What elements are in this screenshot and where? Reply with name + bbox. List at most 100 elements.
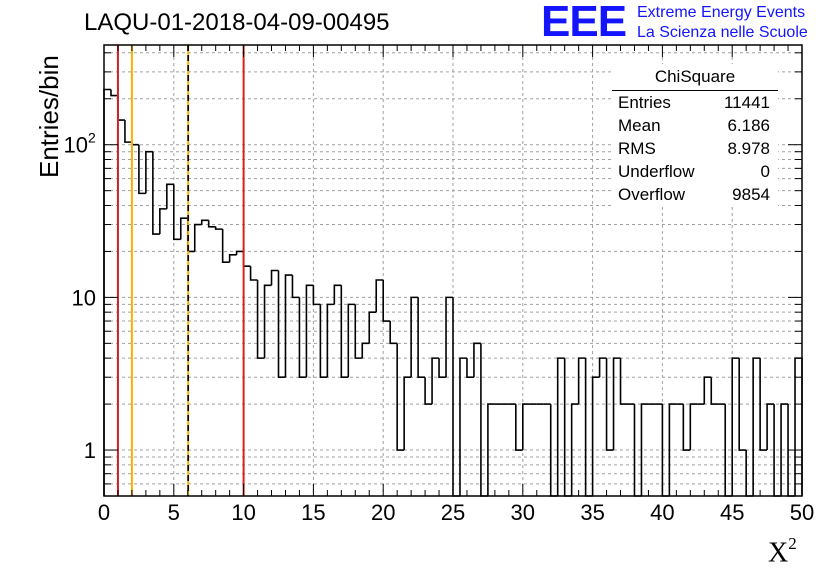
histogram-bin: [668, 403, 677, 496]
histogram-bin: [431, 357, 440, 405]
x-tick-label: 30: [511, 500, 535, 525]
histogram-bin: [214, 226, 223, 230]
histogram-bin: [270, 269, 279, 286]
x-axis-label: X2: [768, 534, 797, 569]
histogram-bin: [403, 376, 412, 451]
histogram-bin: [347, 303, 356, 378]
histogram-bin: [249, 266, 258, 281]
x-tick-label: 25: [441, 500, 465, 525]
histogram-bin: [480, 343, 488, 497]
histogram-bin: [612, 357, 621, 451]
histogram-bin: [319, 304, 328, 379]
histogram-bin: [333, 284, 342, 305]
histogram-bin: [110, 89, 118, 97]
histogram-bin: [298, 297, 307, 379]
logo-subtitle-line1: Extreme Energy Events: [637, 4, 806, 21]
x-tick-label: 0: [98, 500, 110, 525]
histogram-bin: [459, 357, 467, 496]
histogram-bin: [361, 342, 370, 359]
stats-label: RMS: [618, 139, 656, 158]
y-tick-label: 10: [64, 133, 88, 158]
histogram-bin: [179, 217, 188, 240]
histogram-bin: [263, 284, 272, 359]
histogram-bin: [605, 358, 614, 451]
stats-row: RMS 8.978: [612, 137, 778, 160]
histogram-bin: [556, 357, 565, 496]
histogram-bin: [584, 358, 593, 497]
histogram-bin: [417, 297, 426, 379]
histogram-bin: [619, 358, 628, 405]
histogram-bin: [410, 296, 419, 378]
x-tick-label: 15: [301, 500, 325, 525]
histogram-bin: [731, 357, 740, 496]
histogram-bin: [242, 251, 251, 268]
histogram-bin: [682, 404, 691, 451]
histogram-bin: [466, 358, 474, 379]
histogram-bin: [780, 403, 789, 496]
histogram-bin: [340, 285, 349, 379]
histogram-bin: [354, 304, 363, 359]
stats-label: Overflow: [618, 185, 686, 204]
y-tick-label: 10: [72, 285, 96, 310]
histogram-bin: [703, 376, 712, 405]
histogram-bin: [445, 296, 453, 378]
histogram-bin: [131, 142, 139, 146]
histogram-bin: [221, 229, 230, 264]
histogram-bin: [598, 357, 607, 378]
histogram-bin: [145, 150, 153, 194]
histogram-bin: [438, 358, 447, 379]
stats-title: ChiSquare: [612, 64, 778, 91]
x-tick-label: 10: [231, 500, 255, 525]
histogram-bin: [375, 279, 384, 313]
histogram-bin: [515, 404, 523, 451]
histogram-bin: [152, 151, 160, 235]
histogram-bin: [794, 357, 803, 496]
x-tick-label: 35: [580, 500, 604, 525]
stats-box: ChiSquare Entries 11441 Mean 6.186 RMS 8…: [612, 64, 778, 206]
stats-row: Underflow 0: [612, 160, 778, 183]
x-tick-label: 5: [168, 500, 180, 525]
histogram-bin: [138, 144, 146, 195]
axis-ticks: [103, 45, 803, 497]
histogram-bin: [396, 343, 405, 451]
stats-row: Entries 11441: [612, 91, 778, 114]
histogram-bin: [759, 358, 768, 451]
histogram-bin: [312, 285, 321, 306]
stats-label: Underflow: [618, 162, 695, 181]
eee-logo: EEE: [541, 0, 627, 46]
reference-lines: [116, 45, 245, 496]
histogram-bin: [326, 303, 335, 378]
histogram-bin: [473, 342, 481, 378]
histogram-bin: [193, 223, 202, 252]
y-tick-label-superscript: 2: [88, 130, 96, 146]
logo-subtitle-line2: La Scienza nelle Scuole: [637, 24, 808, 41]
histogram-bin: [235, 250, 244, 255]
histogram-bin: [752, 357, 761, 496]
histogram-bin: [103, 88, 111, 496]
x-tick-label: 20: [371, 500, 395, 525]
histogram-bin: [305, 284, 314, 378]
x-tick-label: 40: [650, 500, 674, 525]
histogram-bin: [207, 220, 216, 228]
histogram-bin: [389, 321, 398, 345]
stats-value: 0: [760, 162, 770, 181]
stats-value: 11441: [723, 93, 770, 112]
histogram-bin: [577, 357, 586, 405]
histogram-bin: [487, 403, 495, 496]
histogram-bin: [200, 219, 209, 225]
stats-value: 8.978: [727, 139, 770, 158]
histogram-bin: [591, 376, 600, 496]
histogram-bin: [256, 279, 265, 359]
stats-label: Entries: [618, 93, 671, 112]
y-tick-label: 1: [84, 438, 96, 463]
histogram-bin: [710, 377, 719, 405]
stats-label: Mean: [618, 116, 661, 135]
histogram-bin: [368, 311, 377, 344]
histogram-bin: [563, 358, 572, 497]
x-axis-label-superscript: 2: [788, 534, 797, 553]
histogram-bin: [124, 120, 132, 143]
histogram-bin: [228, 254, 237, 263]
histogram-bin: [277, 270, 286, 379]
